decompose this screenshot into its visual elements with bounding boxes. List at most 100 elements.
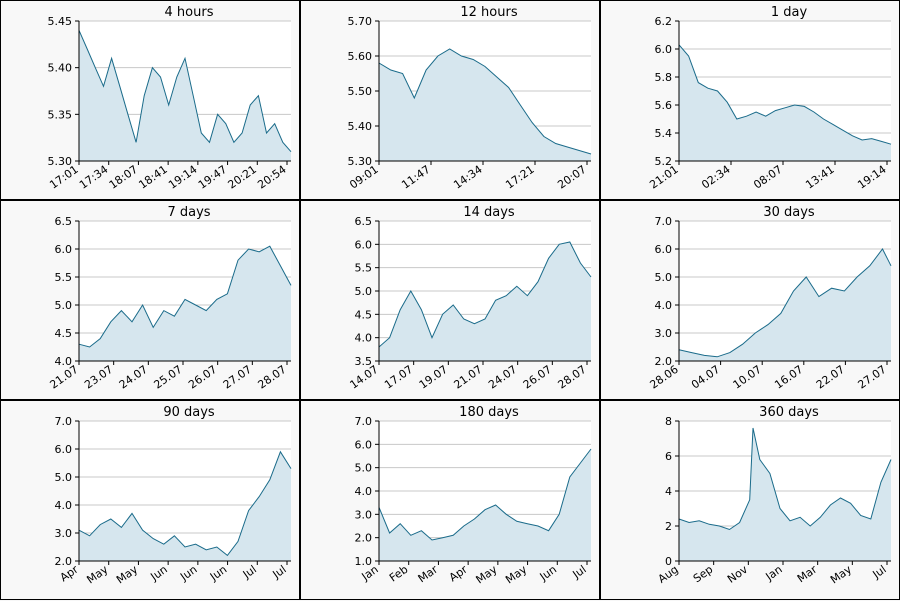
y-tick-label: 3.5	[355, 355, 373, 368]
y-tick-label: 6.0	[55, 443, 73, 456]
y-tick-label: 2	[665, 520, 672, 533]
y-tick-label: 5.8	[655, 71, 673, 84]
x-tick-label: 20:21	[226, 163, 259, 192]
x-tick-label: Jun	[148, 563, 170, 584]
x-tick-label: 19:47	[196, 163, 229, 192]
x-tick-label: Jul	[570, 563, 589, 582]
y-tick-label: 5.40	[348, 120, 373, 133]
series-line	[678, 44, 892, 145]
chart-title: 7 days	[167, 205, 210, 220]
x-tick-label: 19:14	[855, 163, 888, 192]
series-line	[378, 48, 592, 155]
chart-title: 1 day	[771, 5, 808, 20]
y-tick-label: 5.30	[48, 155, 73, 168]
x-tick-label: Feb	[387, 563, 410, 585]
chart-panel: 2.0 3.0 4.0 5.0 6.0 7.0 Apr May May Jun Jun Jun Jul J…	[0, 400, 300, 600]
x-tick-label: Sep	[691, 563, 715, 586]
series-area	[379, 449, 591, 561]
x-tick-label: 14:34	[451, 163, 484, 192]
x-tick-label: Jul	[270, 563, 289, 582]
x-tick-label: Nov	[725, 563, 750, 586]
x-tick-label: Apr	[447, 563, 470, 585]
series-area	[379, 242, 591, 361]
y-tick-label: 4.0	[655, 299, 673, 312]
x-tick-label: 17:34	[77, 163, 110, 192]
series-line	[378, 241, 592, 348]
x-tick-label: Aug	[656, 563, 681, 586]
x-tick-label: 19:14	[166, 163, 199, 192]
chart-svg: 5.25.45.65.86.06.221:01 02:34 08:07 13:41 19…	[647, 5, 892, 192]
x-tick-label: 27.07	[221, 363, 254, 392]
y-tick-label: 4.5	[55, 327, 73, 340]
series-line	[78, 450, 292, 557]
series-line	[78, 245, 292, 348]
x-tick-label: Jun	[537, 563, 559, 584]
y-tick-label: 4.0	[355, 485, 373, 498]
y-tick-label: 7.0	[55, 415, 73, 428]
x-tick-label: 26.07	[186, 363, 219, 392]
chart-svg: 0 2 4 6 8 Aug Sep Nov Jan Mar May Jul 360 days	[656, 405, 892, 587]
y-tick-label: 6.0	[355, 238, 373, 251]
x-tick-label: 24.07	[117, 363, 150, 392]
x-tick-label: 02:34	[699, 163, 732, 192]
x-tick-label: Mar	[416, 563, 441, 586]
x-tick-label: Jun	[207, 563, 229, 584]
y-tick-label: 6.0	[355, 438, 373, 451]
y-tick-label: 7.0	[355, 415, 373, 428]
chart-svg: 3.54.04.55.05.56.06.514.07 17.07 19.07 21.0…	[347, 205, 592, 392]
x-tick-label: 20:07	[555, 163, 588, 192]
y-tick-label: 3.0	[655, 327, 673, 340]
x-tick-label: Jun	[177, 563, 199, 584]
x-tick-label: 18:07	[107, 163, 140, 192]
chart-title: 90 days	[163, 405, 215, 420]
x-tick-label: Jan	[763, 563, 785, 584]
series-area	[679, 428, 891, 561]
x-tick-label: 20:54	[255, 163, 288, 192]
x-tick-label: 24.07	[486, 363, 519, 392]
chart-title: 14 days	[463, 205, 515, 220]
y-tick-label: 5.0	[55, 471, 73, 484]
x-tick-label: 17.07	[382, 363, 415, 392]
x-tick-label: Jul	[240, 563, 259, 582]
x-tick-label: 28.07	[255, 363, 288, 392]
x-tick-label: 13:41	[803, 163, 836, 192]
x-tick-label: 28.07	[555, 363, 588, 392]
x-tick-label: May	[503, 563, 529, 587]
series-line	[678, 248, 892, 358]
y-tick-label: 6.2	[655, 15, 673, 28]
y-tick-label: 6.5	[355, 215, 373, 228]
chart-title: 30 days	[763, 205, 815, 220]
series-area	[79, 451, 291, 561]
series-area	[679, 44, 891, 161]
series-area	[679, 249, 891, 361]
chart-panel: 1.0 2.0 3.0 4.0 5.0 6.0 7.0 Jan Feb Mar Apr May May J…	[300, 400, 600, 600]
y-tick-label: 3.0	[55, 527, 73, 540]
y-tick-label: 2.0	[355, 532, 373, 545]
x-tick-label: 19.07	[417, 363, 450, 392]
y-tick-label: 5.50	[348, 85, 373, 98]
chart-panel: 2.0 3.0 4.0 5.0 6.0 7.0 28.06 04.07 10.07 16.07 22…	[600, 200, 900, 400]
y-tick-label: 5.4	[655, 127, 673, 140]
chart-panel: 5.30 5.40 5.50 5.60 5.70 09:01 11:47 14:34 17:21…	[300, 0, 600, 200]
x-tick-label: 18:41	[136, 163, 169, 192]
chart-svg: 5.305.355.405.4517:0117:3418:0718:4119:1…	[47, 5, 292, 192]
chart-title: 12 hours	[460, 5, 517, 20]
chart-panel: 0 2 4 6 8 Aug Sep Nov Jan Mar May Jul 360 days	[600, 400, 900, 600]
x-tick-label: 23.07	[82, 363, 115, 392]
chart-svg: 4.04.55.05.56.06.521.07 23.07 24.07 25.07 26…	[47, 205, 292, 392]
y-tick-label: 5.5	[55, 271, 73, 284]
y-tick-label: 0	[665, 555, 672, 568]
y-tick-label: 5.40	[48, 62, 73, 75]
y-tick-label: 6.0	[655, 43, 673, 56]
chart-panel: 3.5 4.0 4.5 5.0 5.5 6.0 6.5 14.07 17.07 19.07 21.0…	[300, 200, 600, 400]
x-tick-label: 08:07	[751, 163, 784, 192]
y-tick-label: 4.0	[355, 332, 373, 345]
x-tick-label: Jul	[870, 563, 889, 582]
series-area	[79, 246, 291, 361]
y-tick-label: 1.0	[355, 555, 373, 568]
y-tick-label: 4.0	[55, 355, 73, 368]
y-tick-label: 2.0	[55, 555, 73, 568]
x-tick-label: May	[114, 563, 140, 587]
